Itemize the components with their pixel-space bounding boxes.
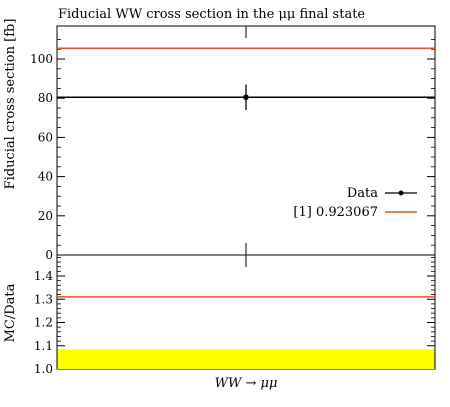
y-axis-label: Fiducial cross section [fb] — [3, 19, 18, 190]
ratio-y-tick-label: 1.3 — [34, 292, 53, 306]
y-tick-label: 20 — [38, 209, 53, 223]
chart-title: Fiducial WW cross section in the μμ fina… — [58, 7, 365, 22]
y-tick-label: 80 — [38, 91, 53, 105]
ratio-y-tick-label: 1.0 — [34, 362, 53, 376]
legend: Data [1] 0.923067 — [293, 186, 417, 220]
data-point — [243, 94, 249, 101]
legend-marker-data-point — [398, 190, 404, 196]
ratio-y-axis-label: MC/Data — [3, 283, 18, 342]
ratio-uncertainty-band — [57, 349, 435, 369]
main-plot-frame — [56, 25, 436, 256]
ratio-y-tick-label: 1.2 — [34, 316, 53, 330]
y-tick-label: 40 — [38, 170, 53, 184]
y-tick-label: 0 — [45, 248, 53, 262]
y-tick-label: 100 — [30, 52, 53, 66]
y-tick-label: 60 — [38, 130, 53, 144]
legend-label-mc: [1] 0.923067 — [293, 205, 378, 220]
legend-label-data: Data — [347, 186, 378, 201]
ratio-y-tick-label: 1.4 — [34, 269, 53, 283]
x-axis-label: WW → μμ — [215, 376, 278, 391]
ratio-y-tick-label: 1.1 — [34, 339, 53, 353]
